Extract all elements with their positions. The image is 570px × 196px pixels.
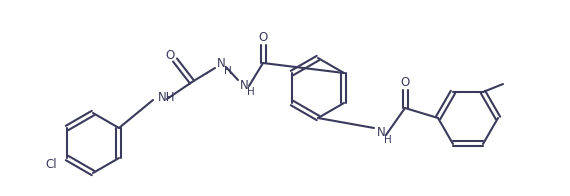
Text: N: N — [377, 126, 386, 140]
Text: Cl: Cl — [46, 158, 57, 171]
Text: N: N — [217, 56, 226, 70]
Text: H: H — [224, 66, 232, 76]
Text: H: H — [384, 135, 392, 145]
Text: O: O — [400, 75, 410, 89]
Text: N: N — [240, 79, 249, 92]
Text: H: H — [247, 87, 255, 97]
Text: O: O — [258, 31, 268, 44]
Text: O: O — [165, 48, 174, 62]
Text: NH: NH — [158, 91, 176, 103]
